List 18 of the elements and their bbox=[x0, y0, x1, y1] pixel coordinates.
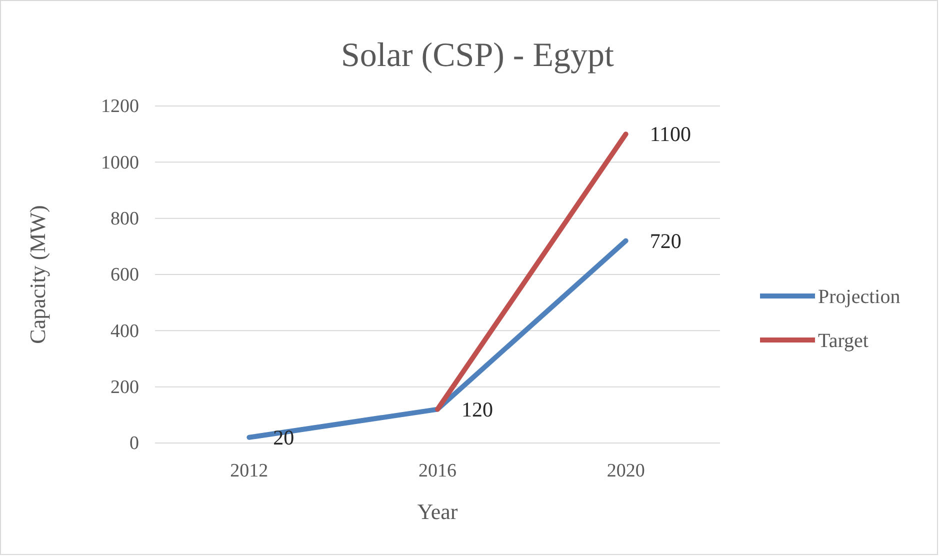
y-axis-title: Capacity (MW) bbox=[25, 205, 50, 344]
x-tick-label: 2016 bbox=[418, 460, 456, 482]
data-label: 720 bbox=[650, 228, 682, 253]
y-tick-label: 800 bbox=[110, 208, 139, 230]
chart-title: Solar (CSP) - Egypt bbox=[341, 37, 615, 74]
y-tick-label: 1200 bbox=[101, 96, 139, 118]
y-tick-label: 200 bbox=[110, 376, 139, 398]
x-axis-title: Year bbox=[417, 499, 458, 524]
y-tick-label: 400 bbox=[110, 320, 139, 342]
y-tick-label: 1000 bbox=[101, 152, 139, 174]
data-label: 120 bbox=[462, 397, 493, 422]
legend-label: Target bbox=[818, 330, 869, 352]
data-label: 1100 bbox=[650, 122, 692, 146]
x-tick-label: 2020 bbox=[606, 460, 645, 482]
x-tick-label: 2012 bbox=[230, 460, 268, 482]
legend-label: Projection bbox=[818, 286, 900, 308]
y-tick-label: 0 bbox=[130, 433, 139, 454]
y-tick-label: 600 bbox=[110, 264, 139, 286]
